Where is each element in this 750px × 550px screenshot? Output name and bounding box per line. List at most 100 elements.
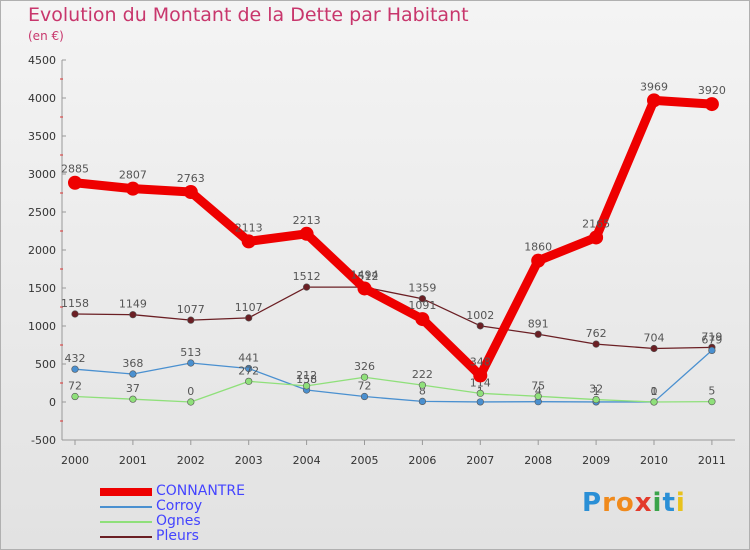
data-point-connantre (241, 234, 256, 249)
data-label-connantre: 1860 (524, 241, 552, 254)
data-point-corroy (71, 365, 79, 373)
y-tick-label: 4000 (28, 92, 56, 105)
data-label-connantre: 2213 (293, 214, 321, 227)
data-point-pleurs (418, 295, 427, 303)
series-line-connantre (70, 95, 717, 381)
x-tick-label: 2001 (119, 454, 147, 467)
data-point-ognes (650, 398, 658, 406)
series-line-corroy (74, 349, 713, 403)
x-tick-label: 2007 (466, 454, 494, 467)
data-label-corroy: 4 (535, 385, 542, 398)
data-label-ognes: 272 (238, 364, 259, 377)
data-point-connantre (68, 175, 82, 190)
data-label-corroy: 679 (701, 333, 722, 346)
data-label-pleurs: 1077 (177, 303, 205, 316)
y-tick-label: 1500 (28, 282, 56, 295)
data-label-corroy: 1 (593, 385, 600, 398)
y-tick-label: 1000 (28, 320, 56, 333)
data-point-pleurs (187, 316, 195, 324)
data-point-pleurs (650, 344, 658, 353)
legend-label: CONNANTRE (156, 483, 245, 499)
legend-label: Ognes (156, 513, 201, 529)
data-point-pleurs (303, 283, 311, 291)
y-tick-label: 2500 (28, 206, 56, 219)
data-label-ognes: 37 (126, 382, 140, 395)
data-point-connantre (589, 230, 604, 245)
data-label-ognes: 222 (412, 368, 433, 381)
x-tick-label: 2009 (582, 454, 610, 467)
data-label-pleurs: 891 (528, 317, 549, 330)
data-point-connantre (531, 253, 546, 268)
data-point-pleurs (129, 311, 137, 319)
data-label-pleurs: 704 (644, 331, 665, 344)
data-point-ognes (129, 395, 137, 403)
legend-swatch (100, 506, 152, 508)
data-label-corroy: 432 (65, 352, 86, 365)
data-label-pleurs: 1512 (293, 270, 321, 283)
data-label-pleurs: 719 (701, 330, 722, 343)
data-point-ognes (71, 392, 79, 401)
x-tick-label: 2011 (698, 454, 726, 467)
data-label-ognes: 32 (589, 383, 603, 396)
y-tick-label: 3000 (28, 168, 56, 181)
data-point-connantre (125, 181, 140, 196)
data-label-ognes: 0 (187, 385, 194, 398)
data-point-connantre (357, 281, 372, 296)
data-label-pleurs: 1002 (466, 309, 494, 322)
data-point-corroy (476, 398, 484, 406)
data-label-corroy: 72 (358, 380, 372, 393)
legend-swatch (100, 521, 152, 523)
data-label-connantre: 3969 (640, 80, 668, 93)
data-point-pleurs (534, 330, 542, 338)
legend-label: Corroy (156, 498, 203, 514)
data-label-ognes: 5 (708, 385, 715, 398)
data-point-ognes (708, 398, 716, 406)
x-tick-label: 2003 (235, 454, 263, 467)
data-label-pleurs: 1149 (119, 298, 147, 311)
data-label-connantre: 2763 (177, 172, 205, 185)
data-point-ognes (534, 392, 542, 400)
data-point-pleurs (476, 322, 484, 330)
legend-label: Pleurs (156, 528, 199, 544)
chart-subtitle: (en €) (28, 29, 64, 43)
chart-title: Evolution du Montant de la Dette par Hab… (28, 4, 469, 26)
x-tick-label: 2010 (640, 454, 668, 467)
data-label-connantre: 2807 (119, 169, 147, 182)
data-label-connantre: 1091 (408, 299, 436, 312)
proxiti-logo: Proxiti (582, 488, 686, 518)
series-line-ognes (74, 376, 713, 403)
data-label-connantre: 2885 (61, 163, 89, 176)
data-label-corroy: 8 (419, 384, 426, 397)
data-label-ognes: 0 (651, 385, 658, 398)
data-point-pleurs (245, 314, 253, 322)
y-tick-label: 0 (49, 396, 56, 409)
series-line-pleurs (74, 286, 713, 350)
y-tick-label: 4500 (28, 54, 56, 67)
data-label-ognes: 72 (68, 380, 82, 393)
legend-swatch (100, 536, 152, 538)
data-point-corroy (187, 359, 195, 367)
data-label-pleurs: 762 (586, 327, 607, 340)
legend-swatch (100, 488, 152, 496)
data-label-connantre: 2165 (582, 217, 610, 230)
x-tick-label: 2000 (61, 454, 89, 467)
data-label-ognes: 212 (296, 369, 317, 382)
data-label-pleurs: 1107 (235, 301, 263, 314)
data-point-ognes (303, 382, 311, 390)
data-label-connantre: 1494 (351, 268, 379, 281)
x-tick-label: 2006 (408, 454, 436, 467)
data-point-ognes (360, 373, 369, 381)
data-point-connantre (299, 226, 314, 241)
data-label-corroy: 1 (651, 385, 658, 398)
data-label-connantre: 348 (470, 356, 491, 369)
data-label-ognes: 326 (354, 360, 375, 373)
data-point-connantre (415, 312, 430, 327)
data-point-ognes (476, 389, 484, 397)
data-label-pleurs: 1359 (408, 282, 436, 295)
data-point-connantre (473, 368, 488, 383)
y-tick-label: 3500 (28, 130, 56, 143)
y-tick-label: -500 (31, 434, 56, 447)
data-point-ognes (187, 398, 195, 406)
data-label-corroy: 441 (238, 351, 259, 364)
